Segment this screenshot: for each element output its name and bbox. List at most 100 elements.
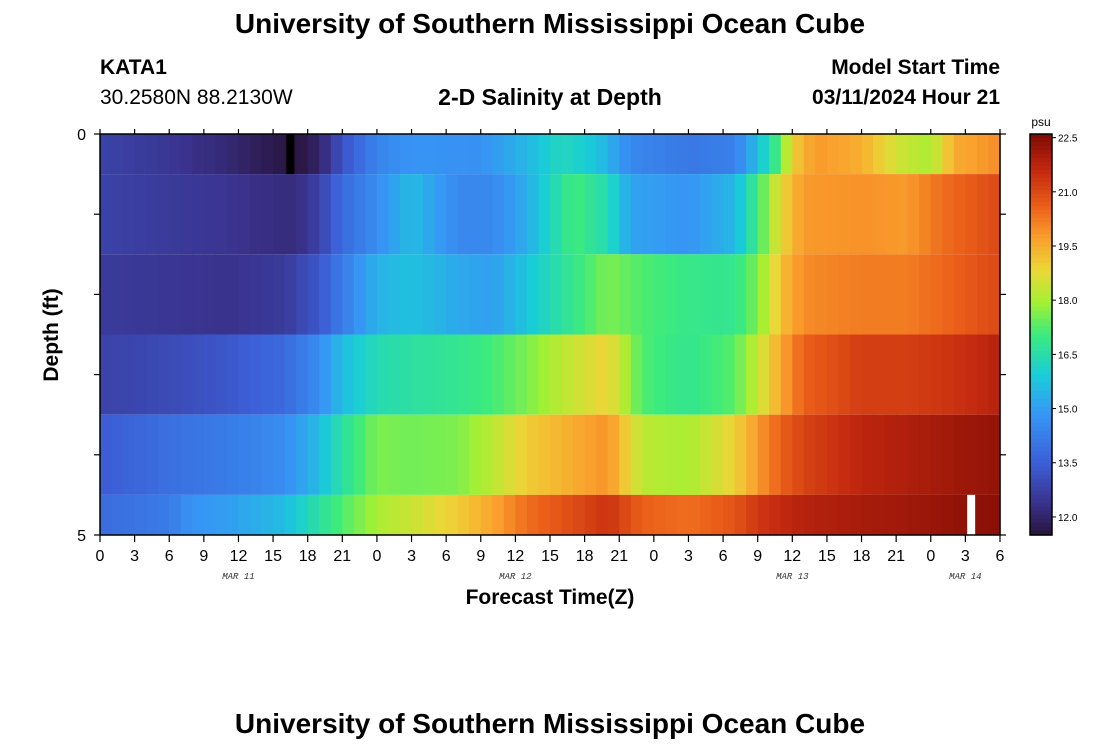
heatmap-cell — [423, 414, 436, 495]
heatmap-cell — [665, 134, 678, 175]
colorbar-segment — [1030, 346, 1052, 352]
heatmap-cell — [342, 414, 355, 495]
heatmap-cell — [942, 174, 955, 255]
heatmap-cell — [607, 254, 620, 335]
heatmap-cell — [619, 174, 632, 255]
heatmap-cell — [469, 174, 482, 255]
heatmap-cell — [388, 494, 401, 535]
heatmap-cell — [342, 134, 355, 175]
heatmap-cell — [550, 174, 563, 255]
colorbar-segment — [1030, 474, 1052, 480]
colorbar-segment — [1030, 166, 1052, 171]
heatmap-cell — [146, 134, 159, 175]
colorbar-segment — [1030, 242, 1052, 247]
colorbar-segment — [1030, 302, 1052, 308]
heatmap-cell — [238, 254, 251, 335]
heatmap-cell — [653, 494, 666, 535]
heatmap-cell — [457, 494, 470, 535]
heatmap-cell — [319, 414, 332, 495]
heatmap-cell — [250, 254, 263, 335]
heatmap-cell — [700, 414, 713, 495]
x-tick-label: 15 — [818, 548, 836, 565]
colorbar-segment — [1030, 374, 1052, 380]
colorbar-segment — [1030, 402, 1052, 408]
heatmap-cell — [573, 494, 586, 535]
heatmap-cell — [780, 334, 793, 415]
heatmap-cell — [873, 414, 886, 495]
heatmap-cell — [307, 174, 320, 255]
heatmap-cell — [273, 334, 286, 415]
heatmap-cell — [723, 414, 736, 495]
heatmap-cell — [550, 414, 563, 495]
x-axis-label: Forecast Time(Z) — [466, 586, 635, 609]
start-time-marker — [286, 134, 295, 175]
heatmap-cell — [873, 494, 886, 535]
heatmap-cell — [538, 254, 551, 335]
heatmap-cell — [838, 134, 851, 175]
heatmap-cell — [134, 254, 147, 335]
heatmap-cell — [157, 494, 170, 535]
heatmap-cell — [792, 134, 805, 175]
heatmap-cell — [434, 134, 447, 175]
heatmap-cell — [584, 254, 597, 335]
x-tick-label: 9 — [199, 548, 208, 565]
heatmap-cell — [307, 134, 320, 175]
heatmap-cell — [480, 174, 493, 255]
heatmap-cell — [157, 334, 170, 415]
heatmap-cell — [700, 134, 713, 175]
heatmap-cell — [538, 134, 551, 175]
heatmap-cell — [942, 494, 955, 535]
heatmap-cell — [353, 414, 366, 495]
colorbar-segment — [1030, 274, 1052, 279]
heatmap-cell — [342, 254, 355, 335]
heatmap-cell — [711, 134, 724, 175]
heatmap-cell — [365, 494, 378, 535]
colorbar-segment — [1030, 326, 1052, 332]
colorbar-tick-label: 12.0 — [1058, 513, 1078, 524]
heatmap-cell — [815, 414, 828, 495]
heatmap-cell — [550, 494, 563, 535]
heatmap-cell — [157, 414, 170, 495]
heatmap-cell — [365, 334, 378, 415]
heatmap-cell — [584, 494, 597, 535]
colorbar-segment — [1030, 370, 1052, 376]
heatmap-cell — [711, 254, 724, 335]
x-tick-label: 21 — [333, 548, 351, 565]
heatmap-cell — [873, 174, 886, 255]
colorbar-segment — [1030, 230, 1052, 235]
heatmap-cell — [261, 174, 274, 255]
x-tick-label: 6 — [165, 548, 174, 565]
heatmap-cell — [480, 334, 493, 415]
heatmap-cell — [434, 254, 447, 335]
heatmap-cell — [676, 414, 690, 495]
colorbar-segment — [1030, 262, 1052, 267]
heatmap-cell — [815, 334, 828, 415]
heatmap-cell — [769, 414, 782, 495]
heatmap-cell — [515, 134, 528, 175]
heatmap-cell — [307, 414, 320, 495]
heatmap-cell — [561, 414, 574, 495]
colorbar-segment — [1030, 458, 1052, 464]
colorbar-segment — [1030, 450, 1052, 456]
colorbar-segment — [1030, 150, 1052, 155]
heatmap-cell — [665, 174, 678, 255]
heatmap-cell — [884, 134, 897, 175]
colorbar-segment — [1030, 258, 1052, 263]
x-tick-label: 18 — [299, 548, 317, 565]
heatmap-cell — [457, 134, 470, 175]
heatmap-cell — [261, 334, 274, 415]
model-start-label: Model Start Time — [831, 56, 1000, 79]
heatmap-cell — [238, 134, 251, 175]
heatmap-cell — [988, 414, 1001, 495]
heatmap-cell — [123, 414, 136, 495]
heatmap-cell — [769, 174, 782, 255]
heatmap-cell — [607, 134, 620, 175]
heatmap-cell — [919, 174, 932, 255]
heatmap-cell — [457, 174, 470, 255]
heatmap-cell — [976, 334, 990, 415]
heatmap-cell — [734, 254, 747, 335]
heatmap-cell — [757, 174, 770, 255]
heatmap-cell — [642, 414, 655, 495]
heatmap-cell — [423, 254, 436, 335]
x-tick-label: 0 — [649, 548, 658, 565]
